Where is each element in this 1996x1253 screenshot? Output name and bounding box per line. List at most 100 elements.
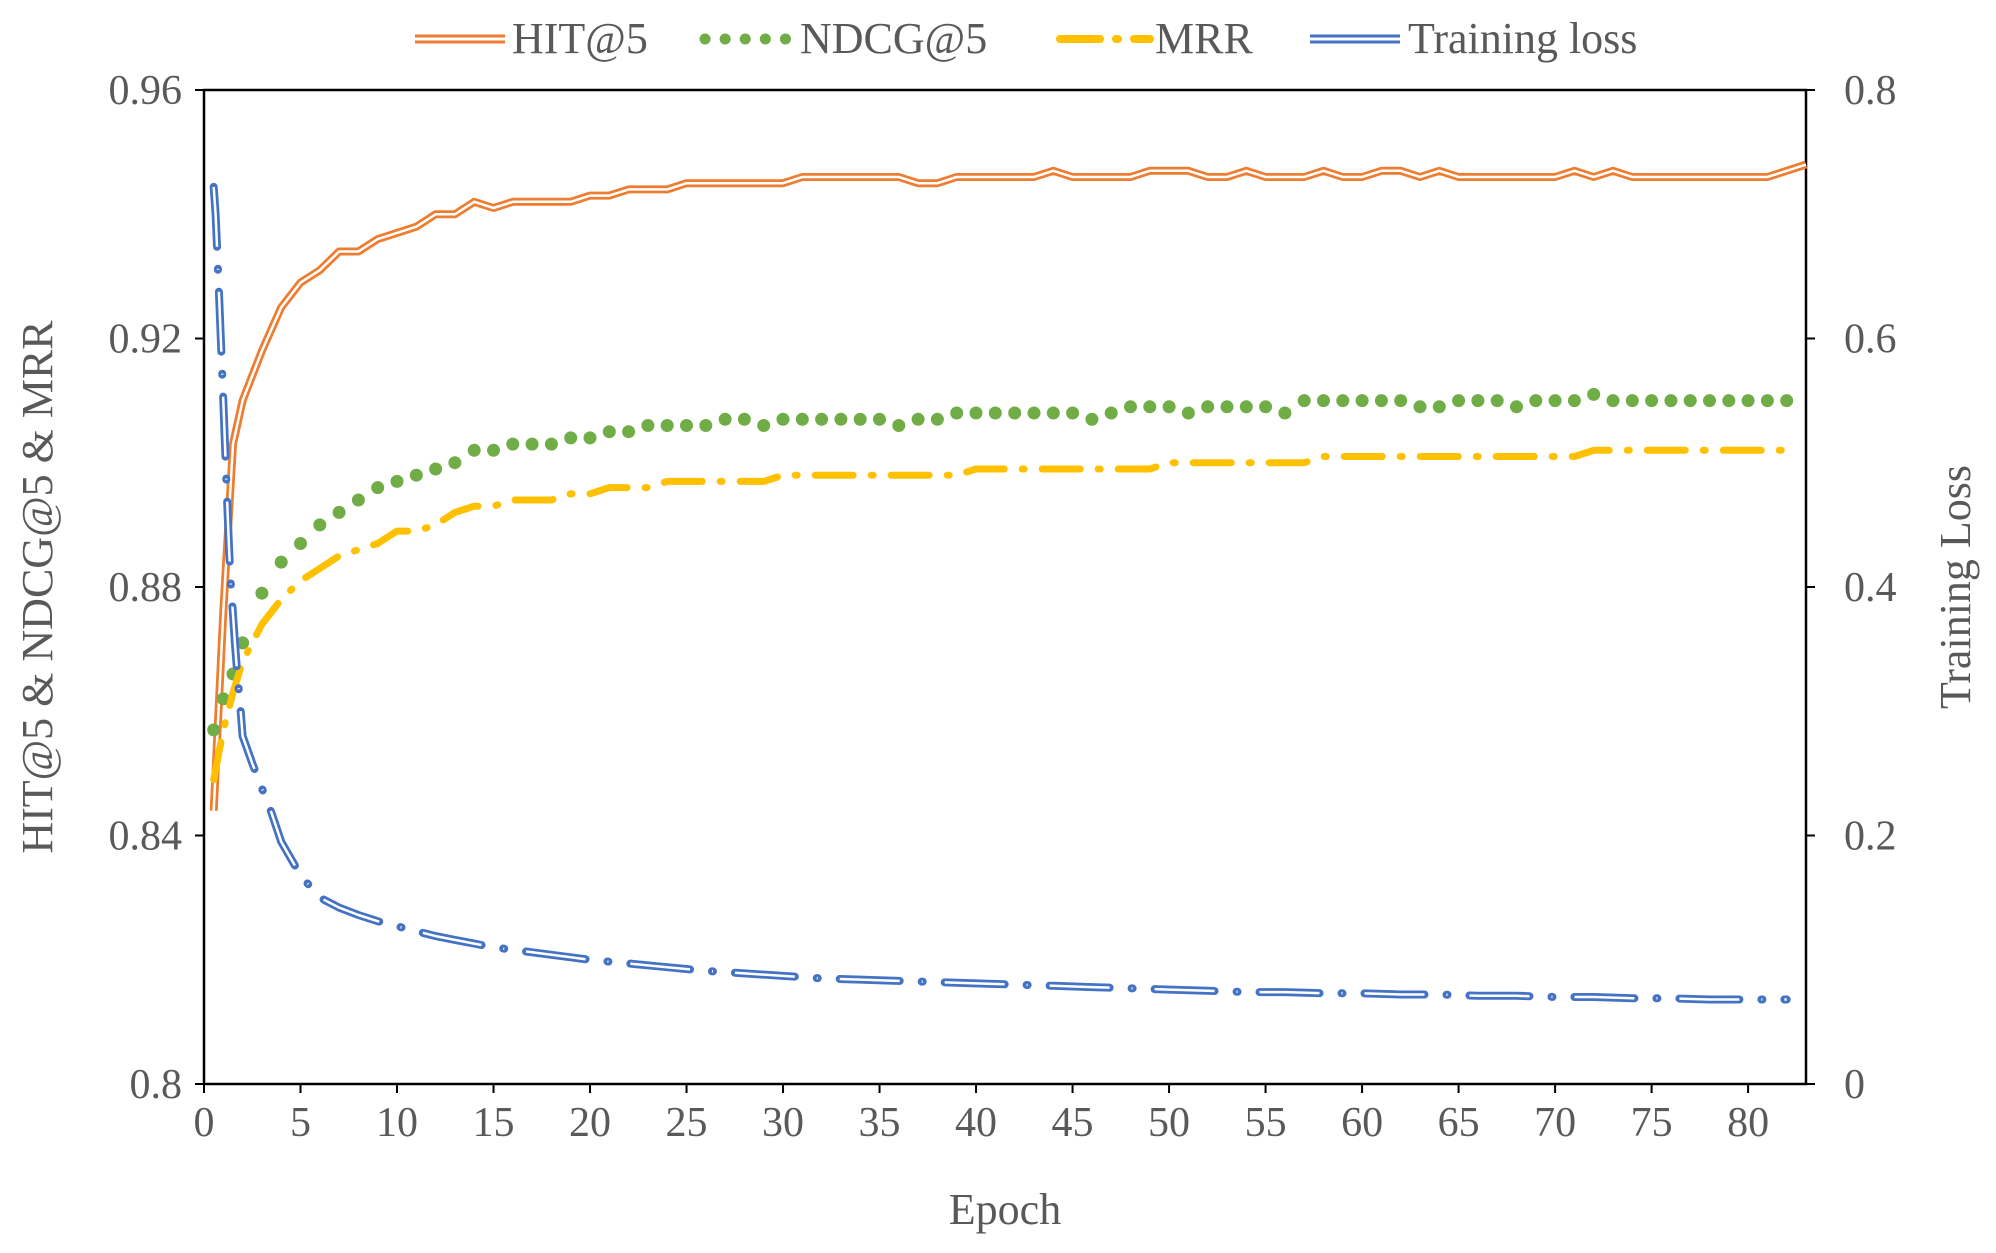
- series-layer: [207, 160, 1808, 1004]
- series-ndcg-5: [207, 387, 1794, 737]
- data-point-ndcg-5: [216, 692, 230, 706]
- data-point-ndcg-5: [1452, 394, 1466, 408]
- data-point-ndcg-5: [1162, 400, 1176, 414]
- x-tick-label: 25: [666, 1100, 708, 1146]
- data-point-ndcg-5: [1317, 394, 1330, 408]
- data-point-ndcg-5: [467, 443, 481, 457]
- y-left-tick-label: 0.8: [130, 1062, 183, 1108]
- x-tick-label: 50: [1148, 1100, 1190, 1146]
- data-point-ndcg-5: [622, 425, 636, 439]
- data-point-ndcg-5: [1625, 394, 1639, 408]
- data-point-ndcg-5: [969, 406, 983, 420]
- data-point-ndcg-5: [294, 537, 307, 550]
- data-point-ndcg-5: [776, 412, 790, 426]
- series-mrr: [210, 446, 1791, 784]
- data-point-ndcg-5: [236, 636, 250, 650]
- data-point-ndcg-5: [429, 462, 443, 476]
- data-point-ndcg-5: [680, 419, 693, 432]
- data-point-ndcg-5: [207, 723, 221, 737]
- y-left-tick-label: 0.88: [109, 565, 183, 611]
- y-right-axis-title: Training Loss: [1931, 465, 1980, 709]
- data-point-ndcg-5: [1239, 400, 1253, 414]
- data-point-ndcg-5: [506, 437, 520, 451]
- data-point-ndcg-5: [1413, 400, 1427, 414]
- data-point-ndcg-5: [1683, 394, 1697, 408]
- data-point-ndcg-5: [641, 419, 655, 432]
- data-point-ndcg-5: [351, 493, 365, 507]
- x-tick-label: 0: [194, 1100, 215, 1146]
- data-point-ndcg-5: [1046, 406, 1060, 420]
- data-point-ndcg-5: [950, 406, 964, 420]
- series-line-mrr: [210, 446, 1791, 784]
- data-point-ndcg-5: [1336, 394, 1350, 408]
- x-tick-label: 55: [1245, 1100, 1287, 1146]
- y-right-tick-label: 0: [1844, 1062, 1865, 1108]
- data-point-ndcg-5: [930, 412, 944, 426]
- data-point-ndcg-5: [583, 431, 597, 445]
- data-point-ndcg-5: [544, 437, 558, 451]
- y-left-tick-label: 0.84: [109, 814, 183, 860]
- data-point-ndcg-5: [1567, 394, 1581, 408]
- y-right-tick-label: 0.4: [1844, 565, 1897, 611]
- data-point-ndcg-5: [1181, 406, 1195, 420]
- x-tick-label: 35: [859, 1100, 901, 1146]
- series-training-loss: [209, 182, 1791, 1004]
- data-point-ndcg-5: [1606, 394, 1620, 408]
- data-point-ndcg-5: [892, 419, 906, 432]
- data-point-ndcg-5: [1278, 406, 1292, 420]
- data-point-ndcg-5: [409, 468, 423, 482]
- y-right-tick-label: 0.2: [1844, 814, 1897, 860]
- x-tick-label: 30: [762, 1100, 804, 1146]
- data-point-ndcg-5: [1394, 394, 1408, 408]
- data-point-ndcg-5: [1529, 394, 1543, 408]
- data-point-ndcg-5: [1259, 400, 1273, 414]
- data-point-ndcg-5: [660, 419, 674, 432]
- data-point-ndcg-5: [1741, 394, 1755, 408]
- data-point-ndcg-5: [1008, 406, 1022, 420]
- data-point-ndcg-5: [795, 412, 809, 426]
- x-tick-label: 20: [569, 1100, 611, 1146]
- x-tick-label: 40: [955, 1100, 997, 1146]
- x-tick-label: 80: [1727, 1100, 1769, 1146]
- data-point-ndcg-5: [1703, 394, 1716, 408]
- data-point-ndcg-5: [525, 437, 539, 451]
- legend-label-mrr: MRR: [1155, 14, 1253, 63]
- data-point-ndcg-5: [1374, 394, 1388, 408]
- x-tick-label: 5: [290, 1100, 311, 1146]
- data-point-ndcg-5: [390, 474, 404, 488]
- legend-item-training-loss: Training loss: [1310, 14, 1637, 63]
- y-right-tick-label: 0.6: [1844, 317, 1897, 363]
- data-point-ndcg-5: [1432, 400, 1446, 414]
- data-point-ndcg-5: [1510, 400, 1523, 414]
- data-point-ndcg-5: [911, 412, 925, 426]
- series-line-inner-training-loss: [212, 186, 1787, 1001]
- data-point-ndcg-5: [564, 431, 578, 445]
- data-point-ndcg-5: [1490, 394, 1504, 408]
- y-left-axis-ticks: 0.8 0.84 0.88 0.92 0.96: [109, 68, 204, 1108]
- series-line-inner-hit-5: [212, 163, 1807, 811]
- data-point-ndcg-5: [834, 412, 848, 426]
- y-right-axis-ticks: 0 0.2 0.4 0.6 0.8: [1806, 68, 1897, 1108]
- data-point-ndcg-5: [988, 406, 1002, 420]
- x-tick-label: 15: [473, 1100, 515, 1146]
- data-point-ndcg-5: [313, 518, 327, 532]
- data-point-ndcg-5: [1664, 394, 1678, 408]
- data-point-ndcg-5: [1645, 394, 1659, 408]
- data-point-ndcg-5: [1297, 394, 1311, 408]
- data-point-ndcg-5: [1722, 394, 1736, 408]
- data-point-ndcg-5: [757, 419, 771, 432]
- x-axis-ticks: 0 5 10 15 20 25 30 35 40 45 50 55 60 65 70 75 80: [194, 1084, 1769, 1146]
- data-point-ndcg-5: [1587, 387, 1601, 401]
- data-point-ndcg-5: [1471, 394, 1485, 408]
- data-point-ndcg-5: [1027, 406, 1041, 420]
- data-point-ndcg-5: [1104, 406, 1118, 420]
- data-point-ndcg-5: [1548, 394, 1562, 408]
- y-left-tick-label: 0.92: [109, 317, 183, 363]
- data-point-ndcg-5: [1780, 394, 1794, 408]
- data-point-ndcg-5: [1143, 400, 1157, 414]
- data-point-ndcg-5: [1220, 400, 1234, 414]
- data-point-ndcg-5: [1201, 400, 1215, 414]
- data-point-ndcg-5: [737, 412, 751, 426]
- x-tick-label: 45: [1052, 1100, 1094, 1146]
